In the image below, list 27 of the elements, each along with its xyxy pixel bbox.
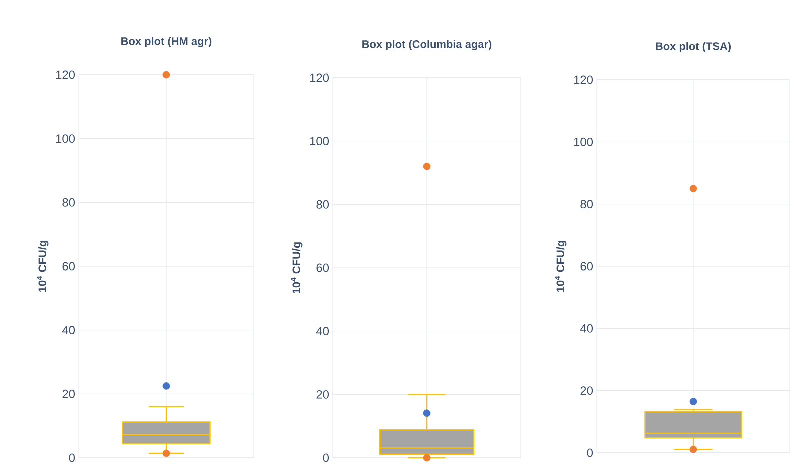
y-tick-label: 0	[587, 448, 594, 458]
y-tick-label: 100	[574, 138, 594, 146]
y-tick-label: 20	[62, 390, 76, 398]
y-axis-title: 10$^{4}$ CFU/g	[555, 241, 567, 292]
y-tick-label: 120	[56, 70, 76, 80]
y-tick-label: 60	[316, 264, 330, 272]
y-tick-label: 120	[310, 74, 330, 82]
y-tick-label: 40	[580, 324, 594, 333]
chart-title: Box plot (Columbia agar)	[362, 40, 492, 51]
y-tick-label: 80	[316, 200, 330, 209]
y-axis-title: 10$^{4}$ CFU/g	[37, 241, 49, 292]
y-axis-title: 10$^{4}$ CFU/g	[291, 242, 303, 294]
y-tick-label: 60	[580, 262, 594, 271]
chart-title: Box plot (TSA)	[656, 42, 732, 52]
y-tick-label: 120	[574, 76, 594, 84]
y-tick-label: 0	[69, 454, 76, 462]
y-tick-label: 40	[316, 327, 330, 336]
y-tick-label: 40	[62, 326, 76, 335]
chart-title: Box plot (HM agr)	[122, 37, 212, 48]
y-tick-label: 100	[56, 134, 76, 144]
y-tick-label: 100	[310, 137, 330, 146]
y-tick-label: 0	[323, 454, 330, 462]
y-tick-label: 80	[62, 198, 76, 207]
y-tick-label: 20	[316, 390, 330, 399]
y-tick-label: 20	[580, 386, 594, 396]
y-tick-label: 80	[580, 200, 594, 209]
y-tick-label: 60	[62, 262, 76, 271]
